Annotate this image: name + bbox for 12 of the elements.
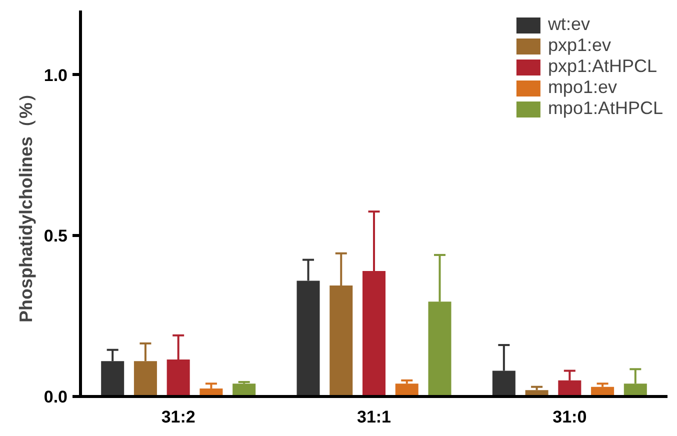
- y-axis-title: Phosphatidylcholines（%）: [16, 84, 36, 323]
- legend-label: wt:ev: [548, 14, 590, 35]
- x-tick-label: 31:1: [356, 408, 392, 426]
- legend-label: mpo1:ev: [548, 77, 617, 98]
- x-tick-label: 31:2: [161, 408, 196, 426]
- y-tick-label: 1.0: [44, 66, 68, 85]
- legend-label: pxp1:AtHPCL: [548, 56, 657, 77]
- legend-label: pxp1:ev: [548, 35, 611, 56]
- legend-label: mpo1:AtHPCL: [548, 98, 663, 119]
- y-tick-label: 0.5: [44, 226, 68, 246]
- x-tick-label: 31:0: [552, 408, 587, 426]
- y-tick-label: 0.0: [44, 388, 68, 406]
